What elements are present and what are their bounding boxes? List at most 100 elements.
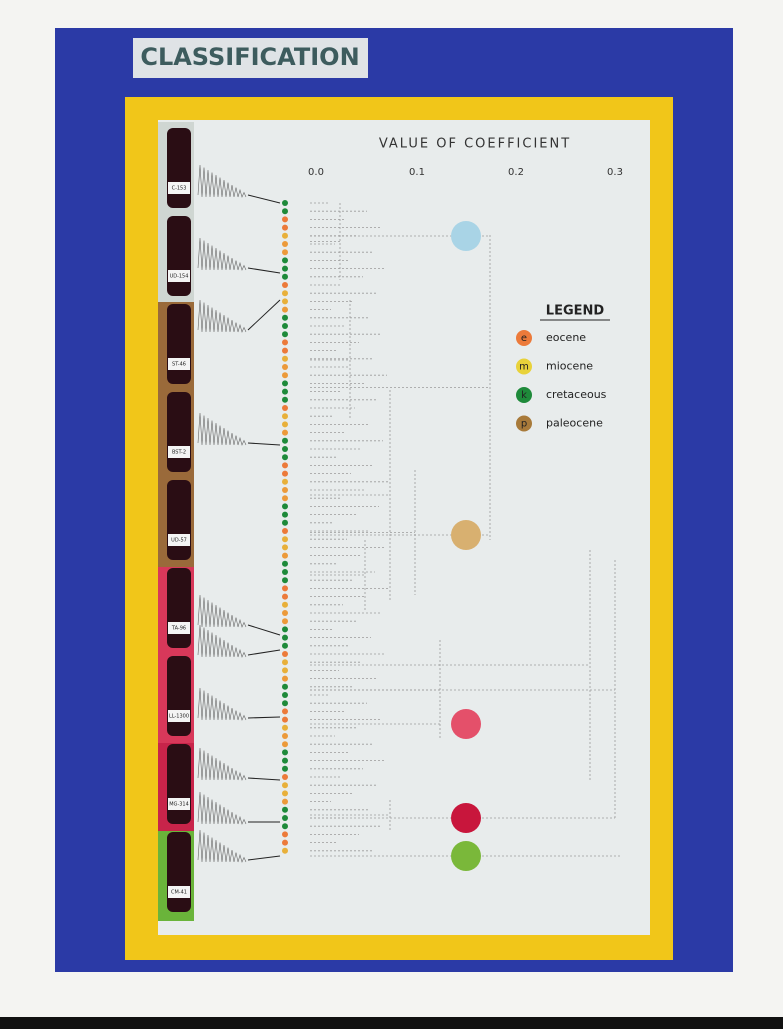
- arrow: [247, 777, 281, 781]
- bottle-label: [168, 886, 190, 898]
- bottle-text: C-153: [172, 186, 187, 192]
- sample-dot: [282, 380, 288, 387]
- sample-dot: [282, 257, 288, 264]
- sample-dot: [282, 249, 288, 256]
- spectrum: [197, 747, 247, 781]
- sample-dot: [282, 323, 288, 329]
- spectrum: [197, 791, 247, 825]
- sample-dot: [282, 675, 288, 682]
- axis-tick-label: 0.2: [508, 167, 524, 178]
- sample-dot: [282, 290, 288, 297]
- sample-dot: [282, 601, 288, 608]
- arrow: [247, 716, 281, 719]
- film-edge: [0, 1017, 783, 1029]
- sample-dot: [282, 331, 288, 338]
- sample-dot: [282, 724, 288, 731]
- sample-dot: [282, 708, 288, 715]
- sample-dot: [282, 232, 288, 239]
- sample-dot: [282, 306, 288, 313]
- bottle: [167, 480, 191, 560]
- sample-dot: [282, 659, 288, 666]
- sample-dot: [282, 782, 288, 789]
- board: [158, 120, 650, 935]
- sample-dot: [282, 831, 288, 838]
- cluster-marker: [451, 221, 481, 251]
- legend-letter: p: [521, 419, 527, 430]
- bottle-label: [168, 622, 190, 634]
- legend-letter: k: [521, 390, 527, 401]
- axis-title: VALUE OF COEFFICIENT: [379, 137, 571, 152]
- axis-tick-label: 0.1: [409, 167, 425, 178]
- legend-title: LEGEND: [546, 304, 605, 319]
- bottle: [167, 656, 191, 736]
- sample-dot: [282, 273, 288, 280]
- bottle: [167, 216, 191, 296]
- bottle: [167, 304, 191, 384]
- bottle-text: LL-1300: [169, 714, 189, 720]
- arrow: [247, 299, 281, 331]
- sample-dot: [282, 569, 288, 575]
- sample-dot: [282, 216, 288, 223]
- sample-dot: [282, 651, 288, 657]
- legend-letter: e: [521, 333, 527, 344]
- sample-dot: [282, 208, 288, 215]
- sample-dot: [282, 446, 288, 452]
- sample-dot: [282, 528, 288, 534]
- title-box: [133, 38, 368, 78]
- sample-dot: [282, 716, 288, 723]
- bottle-label: [168, 358, 190, 370]
- sample-dot: [282, 610, 288, 616]
- sample-dot: [282, 347, 288, 354]
- sample-dot: [282, 437, 288, 444]
- sample-dot: [282, 282, 288, 288]
- sample-dot: [282, 511, 288, 518]
- sample-dot: [282, 642, 288, 649]
- bottle-label: [168, 710, 190, 722]
- bottle-text: MG-314: [169, 802, 189, 808]
- sample-dot: [282, 683, 288, 690]
- sample-dot: [282, 388, 288, 395]
- sample-dot: [282, 429, 288, 436]
- axis-tick-label: 0.3: [607, 167, 623, 178]
- sample-dot: [282, 585, 288, 592]
- bottle-text: UD-57: [171, 538, 187, 544]
- sample-dot: [282, 372, 288, 379]
- legend-swatch: [516, 358, 532, 375]
- bottle-text: TA-96: [171, 626, 186, 632]
- legend-label: paleocene: [546, 417, 603, 430]
- spectrum: [197, 237, 247, 271]
- sample-dot: [282, 503, 288, 510]
- sample-dot: [282, 241, 288, 247]
- legend-letter: m: [519, 362, 529, 373]
- sample-dot: [282, 298, 288, 305]
- sample-dot: [282, 224, 288, 231]
- sample-dot: [282, 519, 288, 526]
- cluster-marker: [451, 709, 481, 739]
- sample-dot: [282, 790, 288, 797]
- sample-dot: [282, 413, 288, 420]
- bottle: [167, 744, 191, 824]
- bottle-label: [168, 446, 190, 458]
- arrow: [247, 855, 281, 861]
- bottle-text: BST-2: [172, 450, 186, 456]
- bottle-label: [168, 534, 190, 546]
- sample-dot: [282, 355, 288, 362]
- sample-dot: [282, 495, 288, 502]
- bottle-text: ST-46: [172, 362, 186, 368]
- sample-dot: [282, 560, 288, 567]
- spectrum: [197, 687, 247, 721]
- sample-dot: [282, 733, 288, 739]
- arrow: [247, 624, 281, 636]
- sample-dot: [282, 265, 288, 272]
- sample-dot: [282, 692, 288, 698]
- sample-dot: [282, 806, 288, 813]
- sample-dot: [282, 536, 288, 543]
- spectrum: [197, 299, 247, 333]
- legend-swatch: [516, 330, 532, 346]
- bottle-text: CM-41: [171, 890, 187, 896]
- spectrum: [197, 624, 247, 658]
- sample-dot: [282, 421, 288, 428]
- spectrum: [197, 164, 247, 198]
- sample-dot: [282, 339, 288, 346]
- sample-dot: [282, 454, 288, 461]
